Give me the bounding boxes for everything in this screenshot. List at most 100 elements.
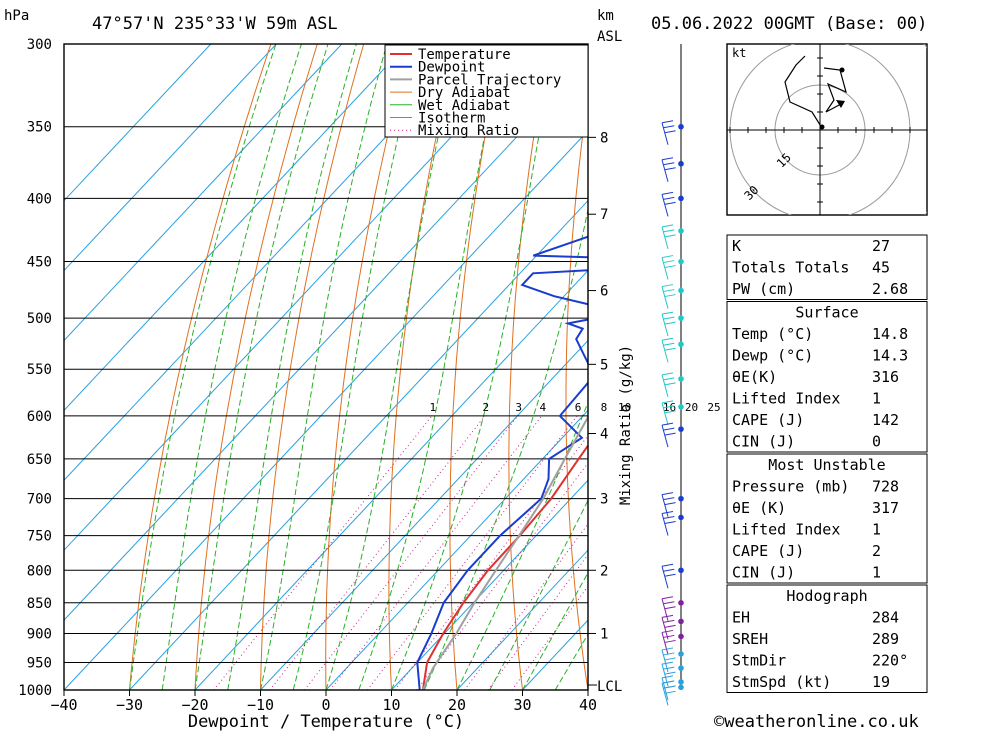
wind-barb-feather xyxy=(663,342,675,346)
wind-level-dot xyxy=(678,514,684,521)
wind-barb-feather xyxy=(664,347,676,351)
pressure-tick-label: 750 xyxy=(27,529,52,545)
x-tick-label: 10 xyxy=(382,696,400,714)
mixing-ratio-label: 20 xyxy=(685,401,698,414)
wind-barb-feather xyxy=(661,191,674,195)
surface-row-value: 142 xyxy=(872,411,899,429)
pressure-tick-label: 700 xyxy=(27,492,52,508)
isotherm-line xyxy=(64,44,408,412)
wind-barb-feather xyxy=(664,671,676,675)
wind-barb xyxy=(661,566,669,589)
mixing-ratio-label: 4 xyxy=(539,401,546,414)
wind-barb-feather xyxy=(663,316,675,320)
surface-row-value: 14.8 xyxy=(872,325,908,343)
wind-barb xyxy=(661,513,669,536)
legend-entry: Temperature xyxy=(418,47,511,63)
wind-barb-feather xyxy=(661,492,674,496)
wind-barb xyxy=(661,677,669,701)
height-axis: 1 2 3 4 5 6 7 8 xyxy=(587,44,608,690)
dry-adiabat xyxy=(565,91,588,690)
indices-box xyxy=(726,234,928,300)
wind-barb-feather xyxy=(661,255,674,259)
surface-row-label: CIN (J) xyxy=(732,433,795,451)
isotherm-line xyxy=(64,44,277,272)
isotherm-line xyxy=(260,339,588,690)
indices-row-value: 2.68 xyxy=(872,280,908,298)
isotherm-line xyxy=(194,269,588,690)
mixing-ratio-axis-label: Mixing Ratio (g/kg) xyxy=(618,345,634,505)
hodograph-params-row-label: StmSpd (kt) xyxy=(732,673,831,691)
wind-barb-feather xyxy=(663,289,675,293)
hodograph-params-row-value: 19 xyxy=(872,673,890,691)
surface-row-label: CAPE (J) xyxy=(732,411,804,429)
most-unstable-row-value: 1 xyxy=(872,564,881,582)
wet-adiabat xyxy=(194,44,329,690)
dry-adiabat xyxy=(921,44,1000,690)
pressure-tick-label: 400 xyxy=(27,191,52,207)
storm-motion-arrow xyxy=(836,100,845,108)
wind-barb xyxy=(661,226,669,250)
most-unstable-row-label: θE (K) xyxy=(732,499,786,517)
indices-row-label: K xyxy=(732,237,741,255)
surface-row-label: θE(K) xyxy=(732,368,777,386)
wind-level-dot xyxy=(678,123,684,130)
wind-level-dot xyxy=(678,160,684,167)
wind-level-dot xyxy=(678,679,684,685)
isotherm-line xyxy=(391,479,588,690)
dry-adiabat xyxy=(260,44,365,690)
pressure-tick-label: 550 xyxy=(27,362,52,378)
hpa-label: hPa xyxy=(4,8,29,24)
isotherm-line xyxy=(64,44,474,482)
profile-series xyxy=(416,235,588,690)
hodograph-params-box xyxy=(726,584,928,693)
wind-barb-feather xyxy=(663,377,675,381)
x-tick-label: −20 xyxy=(181,696,208,714)
wind-barb-feather xyxy=(663,685,675,689)
x-tick-label: 20 xyxy=(448,696,466,714)
mixing-ratio-line xyxy=(329,415,543,690)
most-unstable-row-label: CAPE (J) xyxy=(732,542,804,560)
temperature-line xyxy=(421,443,588,690)
wind-barb-feather xyxy=(664,265,676,269)
mixing-ratio-line xyxy=(304,415,519,690)
wet-adiabat xyxy=(522,571,588,690)
hodograph-origin-point xyxy=(819,124,825,130)
wind-barb xyxy=(661,286,669,309)
mixing-ratio-line xyxy=(487,553,588,690)
pressure-axis: 300 350 400 450 500 550 600 650 700 750 800 850 900 9… xyxy=(18,37,52,699)
km-tick-label: 8 xyxy=(600,130,608,146)
wind-level-dot xyxy=(678,665,684,671)
wind-barb-feather xyxy=(664,234,676,238)
indices-row-label: PW (cm) xyxy=(732,280,795,298)
wind-barb-feather xyxy=(663,196,675,200)
x-tick-label: 40 xyxy=(579,696,597,714)
wind-barb xyxy=(661,632,669,655)
isotherm-line xyxy=(64,130,588,690)
wind-barb-feather xyxy=(664,502,676,506)
dry-adiabat xyxy=(967,44,1000,690)
pressure-tick-label: 950 xyxy=(27,655,52,671)
pressure-tick-label: 450 xyxy=(27,255,52,271)
wind-barb xyxy=(661,425,669,448)
hodograph-params-row-label: EH xyxy=(732,609,750,627)
surface-box xyxy=(726,301,928,453)
pressure-tick-label: 650 xyxy=(27,452,52,468)
km-tick-label: 4 xyxy=(600,427,608,443)
wind-barb-feather xyxy=(661,647,674,651)
wind-level-dot xyxy=(678,341,684,348)
most-unstable-row-value: 728 xyxy=(872,478,899,496)
wind-barb-feather xyxy=(664,294,676,298)
legend-box xyxy=(384,44,589,138)
wind-barb xyxy=(661,159,669,182)
wind-barb-feather xyxy=(663,634,675,638)
wind-barb-feather xyxy=(664,321,676,325)
mixing-ratio-label: 10 xyxy=(618,401,631,414)
surface-row-label: Temp (°C) xyxy=(732,325,813,343)
wet-adiabat xyxy=(423,207,588,690)
wind-level-dot xyxy=(678,315,684,321)
surface-title: Surface xyxy=(795,304,858,322)
mixing-ratio-label: 1 xyxy=(430,401,437,414)
